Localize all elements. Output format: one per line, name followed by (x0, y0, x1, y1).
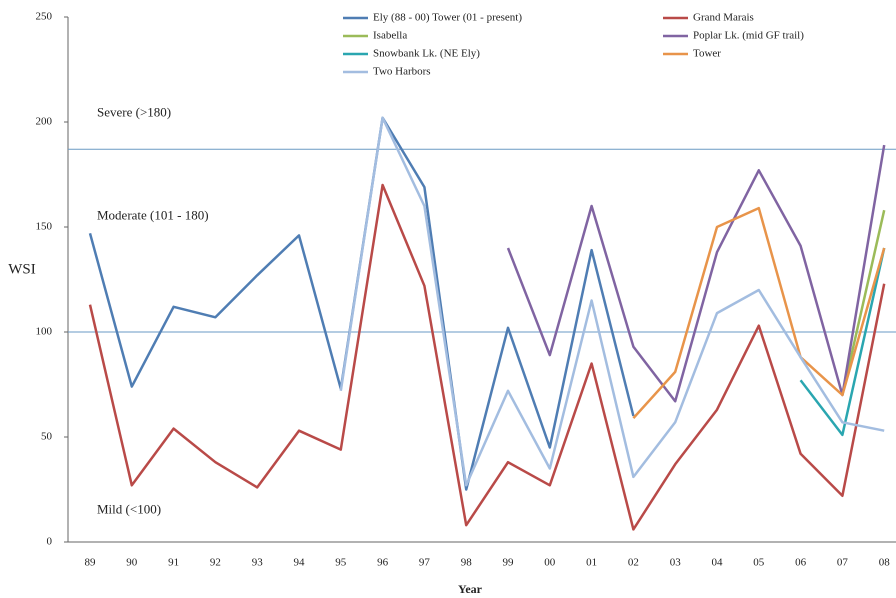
x-tick-label: 03 (670, 557, 682, 569)
series-line (799, 247, 886, 437)
legend-label: Two Harbors (373, 66, 431, 78)
y-tick-label: 100 (36, 326, 53, 338)
y-tick-label: 250 (36, 11, 53, 23)
legend-label: Tower (693, 48, 721, 60)
x-tick-label: 97 (419, 557, 431, 569)
legend-label: Isabella (373, 30, 407, 42)
x-tick-label: 06 (795, 557, 807, 569)
series-line (841, 209, 886, 396)
x-tick-label: 02 (628, 557, 639, 569)
x-tick-label: 05 (753, 557, 765, 569)
x-tick-label: 99 (503, 557, 515, 569)
x-tick-label: 98 (461, 557, 473, 569)
annotation: Mild (<100) (97, 501, 161, 516)
legend-label: Ely (88 - 00) Tower (01 - present) (373, 12, 522, 24)
x-tick-label: 92 (210, 557, 221, 569)
x-tick-label: 94 (294, 557, 306, 569)
x-tick-label: 90 (126, 557, 138, 569)
annotation: Moderate (101 - 180) (97, 207, 209, 222)
y-tick-label: 200 (36, 116, 53, 128)
y-axis-label: WSI (8, 261, 36, 277)
series-line (339, 116, 885, 487)
x-tick-label: 07 (837, 557, 849, 569)
y-tick-label: 50 (41, 431, 53, 443)
series-line (88, 116, 635, 491)
x-tick-label: 00 (544, 557, 556, 569)
annotation: Severe (>180) (97, 105, 171, 120)
x-tick-label: 08 (879, 557, 891, 569)
x-tick-label: 89 (85, 557, 97, 569)
legend-label: Poplar Lk. (mid GF trail) (693, 30, 804, 42)
y-tick-label: 0 (47, 536, 53, 548)
x-tick-label: 91 (168, 557, 179, 569)
x-tick-label: 04 (712, 557, 724, 569)
x-tick-label: 93 (252, 557, 264, 569)
series-line (632, 206, 886, 419)
x-tick-label: 96 (377, 557, 389, 569)
series-line (88, 183, 886, 531)
x-tick-label: 95 (335, 557, 347, 569)
x-axis-label: Year (458, 582, 483, 596)
legend-label: Grand Marais (693, 12, 754, 24)
series-line (506, 144, 886, 403)
x-tick-label: 01 (586, 557, 597, 569)
y-tick-label: 150 (36, 221, 53, 233)
legend-label: Snowbank Lk. (NE Ely) (373, 48, 480, 60)
